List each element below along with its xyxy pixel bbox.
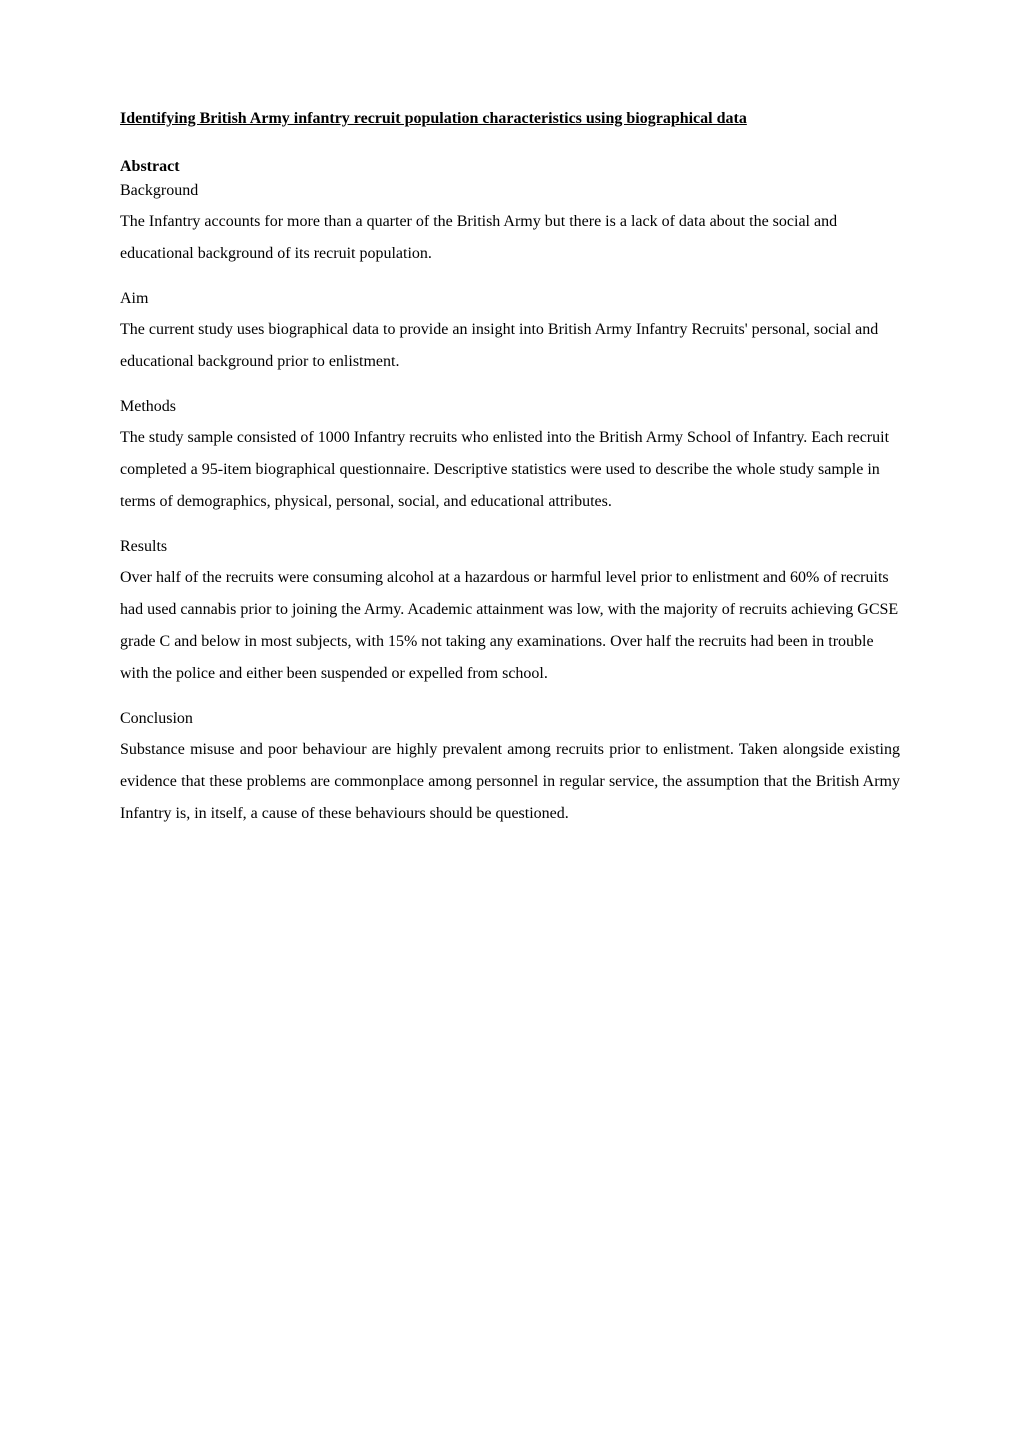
aim-heading: Aim (120, 290, 900, 308)
methods-body: The study sample consisted of 1000 Infan… (120, 422, 900, 518)
background-heading: Background (120, 182, 900, 200)
document-title: Identifying British Army infantry recrui… (120, 110, 900, 128)
conclusion-block: Conclusion Substance misuse and poor beh… (120, 710, 900, 830)
methods-block: Methods The study sample consisted of 10… (120, 398, 900, 518)
results-heading: Results (120, 538, 900, 556)
conclusion-body: Substance misuse and poor behaviour are … (120, 734, 900, 830)
page-container: Identifying British Army infantry recrui… (0, 0, 1020, 960)
background-body: The Infantry accounts for more than a qu… (120, 206, 900, 270)
aim-body: The current study uses biographical data… (120, 314, 900, 378)
methods-heading: Methods (120, 398, 900, 416)
abstract-heading: Abstract (120, 158, 900, 176)
background-block: Background The Infantry accounts for mor… (120, 182, 900, 270)
results-block: Results Over half of the recruits were c… (120, 538, 900, 690)
conclusion-heading: Conclusion (120, 710, 900, 728)
aim-block: Aim The current study uses biographical … (120, 290, 900, 378)
results-body: Over half of the recruits were consuming… (120, 562, 900, 690)
